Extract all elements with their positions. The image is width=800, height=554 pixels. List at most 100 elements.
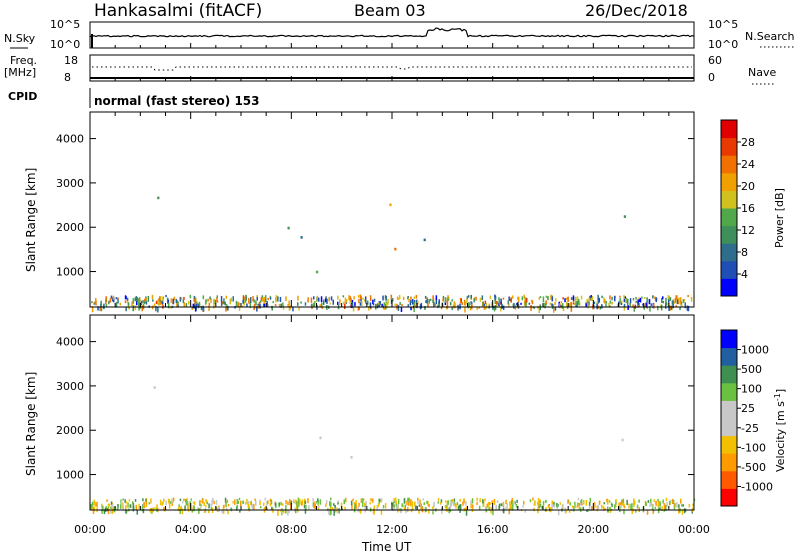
ground-scatter-cell bbox=[345, 299, 348, 303]
ground-scatter-cell bbox=[619, 298, 621, 304]
ground-scatter-cell bbox=[397, 498, 400, 505]
ground-scatter-cell bbox=[496, 500, 499, 503]
ground-scatter-cell bbox=[567, 296, 569, 302]
ground-scatter-cell bbox=[96, 501, 98, 507]
ground-scatter-cell bbox=[476, 497, 478, 502]
ground-scatter-cell bbox=[343, 499, 345, 505]
ground-scatter-cell bbox=[297, 302, 299, 306]
ground-scatter-cell bbox=[511, 504, 514, 511]
ground-scatter-cell bbox=[143, 501, 145, 508]
ground-scatter-cell bbox=[449, 301, 452, 306]
ground-scatter-cell bbox=[410, 296, 412, 300]
ground-scatter-cell bbox=[636, 504, 639, 509]
ground-scatter-cell bbox=[195, 301, 198, 307]
ground-scatter-cell bbox=[465, 507, 467, 511]
ground-scatter-cell bbox=[438, 302, 440, 307]
ground-scatter-cell bbox=[142, 509, 145, 514]
velocity-colorbar-tick: -1000 bbox=[741, 480, 773, 493]
ground-scatter-cell bbox=[422, 498, 424, 501]
ground-scatter-cell bbox=[588, 505, 591, 511]
ground-scatter-cell bbox=[325, 296, 327, 301]
ground-scatter-cell bbox=[568, 509, 571, 513]
ground-scatter-cell bbox=[413, 306, 415, 313]
ground-scatter-cell bbox=[205, 505, 207, 508]
ground-scatter-cell bbox=[668, 299, 670, 305]
ground-scatter-cell bbox=[225, 306, 227, 312]
ground-scatter-cell bbox=[110, 506, 112, 510]
ground-scatter-cell bbox=[272, 301, 274, 304]
ground-scatter-cell bbox=[95, 300, 97, 306]
ground-scatter-cell bbox=[543, 303, 545, 308]
ground-scatter-cell bbox=[575, 505, 577, 509]
ground-scatter-cell bbox=[410, 300, 412, 303]
ground-scatter-cell bbox=[634, 500, 636, 505]
ground-scatter-cell bbox=[168, 502, 171, 509]
ground-scatter-cell bbox=[402, 296, 405, 300]
ground-scatter-cell bbox=[682, 299, 685, 304]
ground-scatter-cell bbox=[621, 300, 623, 305]
ground-scatter-cell bbox=[111, 297, 114, 302]
ground-scatter-cell bbox=[328, 509, 330, 514]
ground-scatter-cell bbox=[216, 300, 219, 303]
ground-scatter-cell bbox=[474, 296, 476, 301]
ground-scatter-cell bbox=[545, 300, 547, 305]
y-tick-label: 1000 bbox=[56, 469, 84, 482]
ground-scatter-cell bbox=[567, 499, 569, 504]
ground-scatter-cell bbox=[490, 509, 492, 514]
ground-scatter-cell bbox=[210, 503, 212, 507]
ground-scatter-cell bbox=[105, 296, 107, 300]
ground-scatter-cell bbox=[97, 306, 99, 311]
ground-scatter-cell bbox=[372, 498, 374, 503]
range-gate-cell bbox=[389, 203, 392, 207]
ground-scatter-cell bbox=[124, 295, 127, 300]
ground-scatter-cell bbox=[208, 305, 210, 312]
ground-scatter-cell bbox=[331, 507, 334, 511]
ground-scatter-cell bbox=[287, 304, 289, 307]
ground-scatter-cell bbox=[596, 303, 598, 310]
ground-scatter-cell bbox=[662, 499, 664, 504]
ground-scatter-cell bbox=[330, 505, 332, 511]
ground-scatter-cell bbox=[580, 295, 583, 300]
ground-scatter-cell bbox=[397, 297, 399, 301]
ground-scatter-cell bbox=[105, 299, 107, 305]
ground-scatter-cell bbox=[597, 504, 600, 509]
ground-scatter-cell bbox=[551, 303, 553, 306]
ground-scatter-cell bbox=[127, 303, 130, 309]
ground-scatter-cell bbox=[383, 302, 385, 306]
ground-scatter-cell bbox=[531, 300, 534, 305]
nsearch-tick-top: 10^5 bbox=[708, 18, 738, 31]
ground-scatter-cell bbox=[330, 501, 332, 508]
ground-scatter-cell bbox=[502, 305, 505, 310]
ground-scatter-cell bbox=[622, 503, 624, 507]
ground-scatter-cell bbox=[505, 499, 507, 505]
ground-scatter-cell bbox=[572, 302, 575, 305]
ground-scatter-cell bbox=[530, 299, 533, 303]
ground-scatter-cell bbox=[333, 510, 335, 516]
ground-scatter-cell bbox=[609, 305, 611, 308]
ground-scatter-cell bbox=[654, 506, 657, 509]
ground-scatter-cell bbox=[108, 300, 110, 305]
ground-scatter-cell bbox=[603, 502, 606, 505]
ground-scatter-cell bbox=[154, 507, 156, 510]
ground-scatter-cell bbox=[451, 499, 453, 504]
ground-scatter-cell bbox=[265, 295, 267, 300]
ground-scatter-cell bbox=[649, 502, 651, 507]
ground-scatter-cell bbox=[287, 501, 289, 506]
ground-scatter-cell bbox=[353, 296, 355, 300]
power-panel-frame bbox=[89, 111, 695, 308]
ground-scatter-cell bbox=[632, 304, 634, 308]
ground-scatter-cell bbox=[633, 306, 635, 312]
ground-scatter-cell bbox=[623, 509, 625, 515]
ground-scatter-cell bbox=[687, 295, 689, 298]
ground-scatter-cell bbox=[138, 305, 140, 311]
ground-scatter-cell bbox=[208, 503, 210, 509]
ground-scatter-cell bbox=[360, 498, 363, 504]
ground-scatter-cell bbox=[92, 509, 95, 514]
ground-scatter-cell bbox=[538, 297, 540, 300]
ground-scatter-cell bbox=[655, 297, 657, 303]
ground-scatter-cell bbox=[145, 498, 147, 502]
nsearch-tick-bottom: 10^0 bbox=[708, 38, 738, 51]
ground-scatter-cell bbox=[400, 306, 403, 312]
ground-scatter-cell bbox=[437, 498, 440, 501]
ground-scatter-cell bbox=[267, 500, 269, 505]
